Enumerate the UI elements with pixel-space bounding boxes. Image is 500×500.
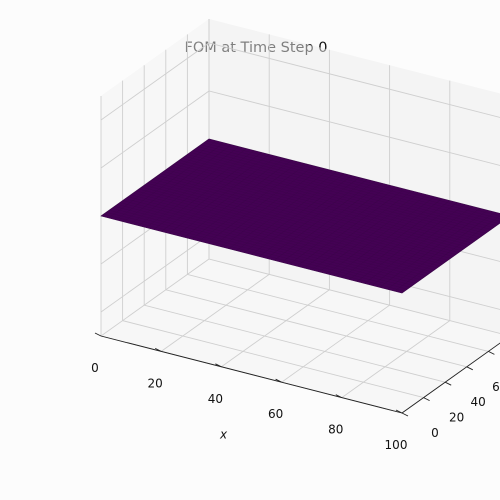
y-axis-line	[401, 342, 500, 414]
surface-mesh-line	[356, 204, 465, 282]
x-tick	[395, 409, 403, 414]
gridline-y	[143, 65, 446, 383]
gridline-y	[165, 49, 467, 368]
surface-plot	[100, 138, 500, 294]
surface-mesh-line	[281, 185, 390, 263]
gridline-y	[122, 80, 424, 399]
x-axis-line	[100, 335, 403, 414]
gridline-z	[100, 90, 500, 169]
surface-mesh-line	[379, 210, 488, 288]
surface-mesh-line	[296, 188, 405, 267]
surface-mesh-line	[195, 148, 497, 226]
y-tick	[401, 412, 409, 417]
surface-mesh-line	[206, 140, 500, 217]
surface-mesh-line	[319, 194, 428, 273]
x-tick-label: 80	[328, 423, 343, 437]
surface-mesh-line	[160, 173, 462, 251]
y-tick	[488, 350, 495, 355]
surface-mesh-line	[184, 156, 486, 234]
surface-mesh-line	[187, 154, 489, 232]
y-tick-label: 40	[471, 395, 486, 409]
y-tick	[444, 381, 452, 386]
surface-patch	[100, 138, 500, 294]
surface-mesh-line	[349, 202, 458, 280]
surface-mesh-line	[203, 142, 500, 219]
x-tick	[215, 363, 222, 368]
x-tick	[94, 332, 102, 337]
surface-mesh-line	[165, 169, 467, 248]
x-tick	[275, 378, 282, 383]
surface-mesh-line	[173, 163, 475, 242]
y-tick-label: 0	[431, 426, 439, 440]
x-tick-label: 40	[208, 392, 223, 406]
surface-mesh-line	[157, 175, 459, 253]
surface-mesh-line	[168, 167, 470, 246]
surface-mesh-line	[181, 158, 484, 236]
surface-mesh-line	[176, 161, 478, 240]
y-tick	[423, 397, 430, 402]
surface-mesh-line	[341, 200, 450, 278]
surface-mesh-line	[154, 177, 457, 255]
surface-mesh-line	[311, 192, 420, 271]
gridline-y	[186, 34, 489, 352]
x-tick	[335, 394, 343, 399]
y-tick-label: 20	[449, 411, 464, 425]
axis-lines	[100, 335, 500, 414]
x-tick	[154, 347, 162, 352]
surface-mesh-line	[258, 179, 368, 257]
surface-mesh-line	[288, 186, 398, 265]
x-axis-label: x	[219, 428, 228, 442]
surface-mesh-line	[364, 206, 473, 284]
surface-mesh-line	[163, 171, 465, 249]
x-tick-label: 0	[91, 361, 99, 375]
surface-mesh-line	[266, 181, 375, 259]
surface-mesh-line	[273, 183, 383, 261]
floor-pane	[101, 259, 500, 413]
surface-mesh-line	[190, 152, 492, 230]
y-tick-label: 60	[492, 380, 500, 394]
surface-mesh-line	[171, 165, 473, 244]
surface-mesh-line	[386, 211, 496, 290]
gridline-z	[100, 42, 500, 121]
surface-mesh-line	[192, 150, 494, 228]
x-tick-label: 100	[385, 438, 408, 452]
tick-labels: 0204060801000204060801000.960.981.001.02…	[91, 332, 500, 452]
surface-mesh-line	[394, 215, 500, 292]
y-tick	[466, 366, 474, 371]
surface-mesh-line	[200, 144, 500, 222]
surface-mesh-line	[371, 208, 481, 286]
surface-mesh-line	[326, 196, 435, 274]
surface-mesh-line	[304, 190, 413, 269]
surface-mesh-line	[179, 159, 481, 238]
surface-mesh-line	[198, 146, 500, 224]
gridline-y	[208, 19, 500, 334]
x-tick-label: 20	[148, 376, 163, 390]
surface-mesh-line	[334, 198, 443, 276]
x-tick-label: 60	[268, 407, 283, 421]
